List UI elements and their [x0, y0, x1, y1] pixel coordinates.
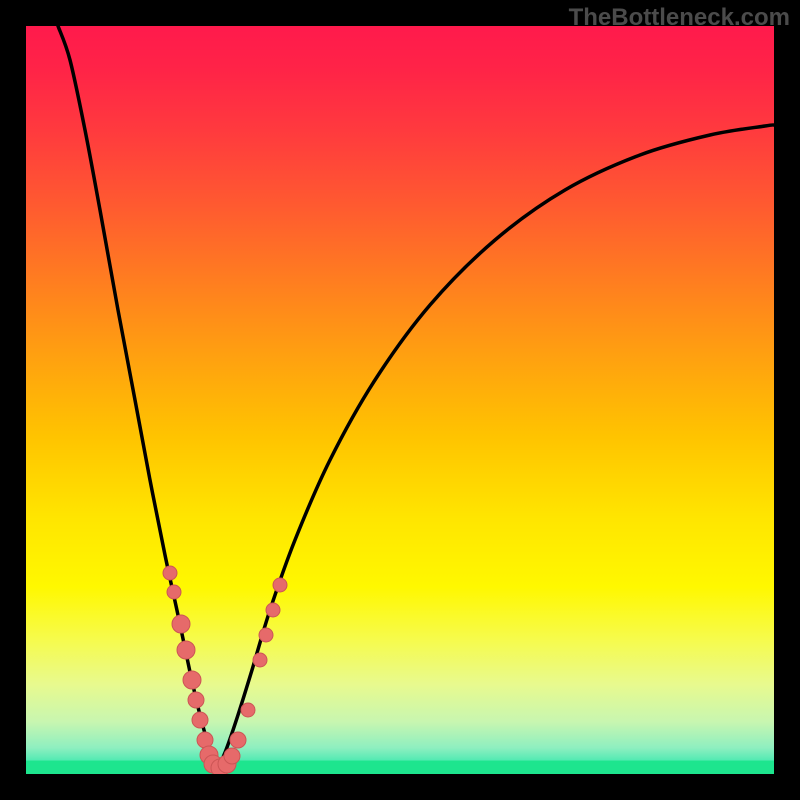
gradient-background — [26, 26, 774, 774]
marker-point — [163, 566, 177, 580]
marker-point — [167, 585, 181, 599]
marker-point — [230, 732, 246, 748]
marker-point — [273, 578, 287, 592]
marker-point — [241, 703, 255, 717]
bottleneck-chart — [0, 0, 800, 800]
marker-point — [266, 603, 280, 617]
marker-point — [197, 732, 213, 748]
marker-point — [192, 712, 208, 728]
marker-point — [177, 641, 195, 659]
marker-point — [172, 615, 190, 633]
marker-point — [183, 671, 201, 689]
marker-point — [188, 692, 204, 708]
marker-point — [259, 628, 273, 642]
marker-point — [224, 748, 240, 764]
marker-point — [253, 653, 267, 667]
bottom-green-band — [26, 761, 774, 774]
